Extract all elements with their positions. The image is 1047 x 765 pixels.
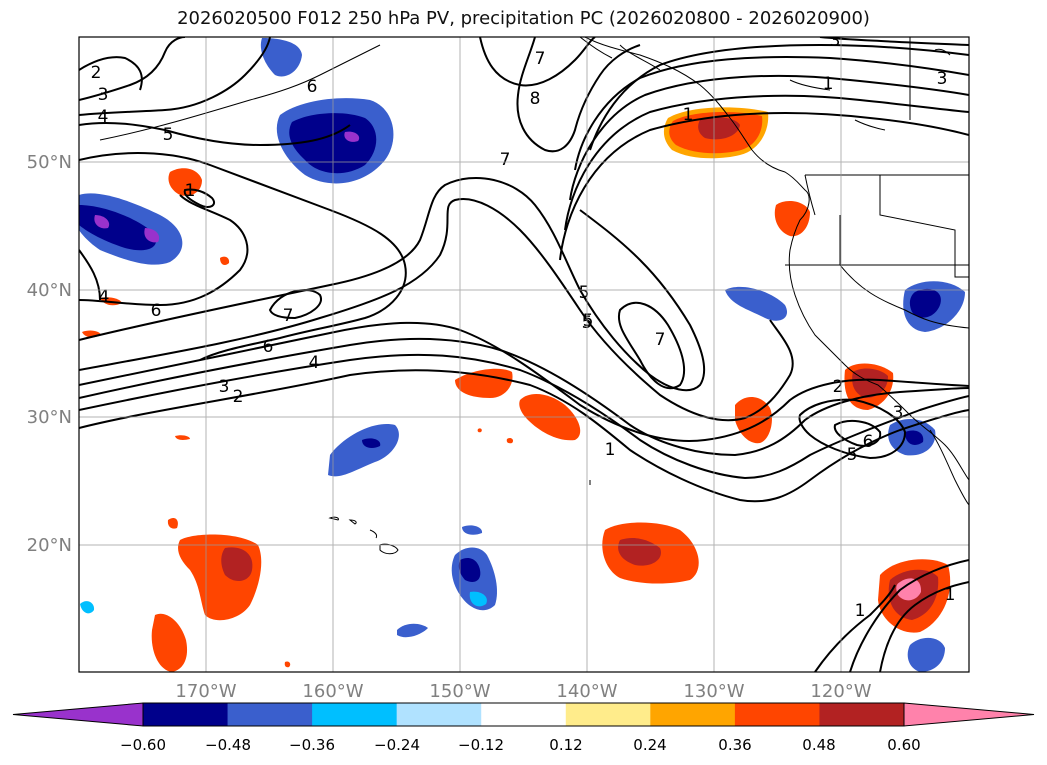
contour-label: 1 <box>855 601 866 621</box>
lat-label: 30°N <box>27 407 72 428</box>
contour-label: 1 <box>823 74 834 94</box>
colorbar-tick-label: −0.24 <box>374 736 420 754</box>
colorbar-boxes <box>12 702 1035 727</box>
contour-label: 2 <box>233 387 244 407</box>
colorbar-extend-left <box>12 702 144 727</box>
contour-label: 4 <box>309 353 320 373</box>
contour-label: 6 <box>307 77 318 97</box>
colorbar-box <box>734 703 820 726</box>
colorbar-tick-label: −0.60 <box>120 736 166 754</box>
colorbar-tick-label: −0.48 <box>205 736 251 754</box>
lon-label: 130°W <box>683 681 744 702</box>
lon-label: 140°W <box>556 681 617 702</box>
contour-label: 6 <box>263 337 274 357</box>
contour-label: 8 <box>530 89 541 109</box>
coastlines <box>99 37 969 555</box>
contour-label: 3 <box>937 69 948 89</box>
contour-label: 5 <box>847 445 858 465</box>
longitude-labels: 170°W 160°W 150°W 140°W 130°W 120°W <box>175 681 871 702</box>
contour-label: 3 <box>893 403 904 423</box>
lat-label: 40°N <box>27 280 72 301</box>
colorbar-tick-label: 0.60 <box>887 736 920 754</box>
map-frame <box>78 36 970 673</box>
lon-label: 120°W <box>810 681 871 702</box>
contour-label: 7 <box>535 49 546 69</box>
contour-label: 6 <box>151 301 162 321</box>
contour-label: 4 <box>98 107 109 127</box>
latitude-labels: 50°N 40°N 30°N 20°N <box>27 152 72 556</box>
colorbar-tick-label: 0.36 <box>718 736 751 754</box>
colorbar-outline <box>142 702 905 727</box>
contour-label: 3 <box>98 85 109 105</box>
colorbar-box <box>481 703 567 726</box>
contour-label: 7 <box>283 306 294 326</box>
colorbar-tick-label: −0.36 <box>289 736 335 754</box>
colorbar-box <box>819 703 905 726</box>
contour-label: 1 <box>945 585 956 605</box>
colorbar-box <box>650 703 736 726</box>
colorbar-tick-label: −0.12 <box>458 736 504 754</box>
contour-label: 3 <box>219 377 230 397</box>
colorbar-tick-label: 0.12 <box>549 736 582 754</box>
contour-label: 5 <box>583 311 594 331</box>
colorbar-box <box>143 703 229 726</box>
contour-label: 7 <box>500 150 511 170</box>
contour-label: 4 <box>99 287 110 307</box>
colorbar-box <box>312 703 398 726</box>
contour-label: 2 <box>91 63 102 83</box>
contour-label: 1 <box>185 181 196 201</box>
colorbar-box <box>565 703 651 726</box>
contour-label: 7 <box>655 330 666 350</box>
contour-label: 5 <box>579 283 590 303</box>
contour-label: 2 <box>833 377 844 397</box>
contour-labels: 2 3 4 5 6 7 8 7 5 7 1 3 1 3 1 2 3 4 5 6 … <box>91 31 956 621</box>
contour-label: 1 <box>605 440 616 460</box>
colorbar: −0.60 −0.48 −0.36 −0.24 −0.12 0.12 0.24 … <box>12 702 1035 754</box>
lon-label: 150°W <box>429 681 490 702</box>
colorbar-tick-label: 0.24 <box>633 736 666 754</box>
contour-label: 3 <box>830 31 841 51</box>
contour-label: 6 <box>863 432 874 452</box>
colorbar-ticks: −0.60 −0.48 −0.36 −0.24 −0.12 0.12 0.24 … <box>120 736 921 754</box>
map-title: 2026020500 F012 250 hPa PV, precipitatio… <box>177 8 870 29</box>
lon-label: 160°W <box>302 681 363 702</box>
colorbar-extend-right <box>903 702 1035 727</box>
colorbar-box <box>396 703 482 726</box>
pv-contours <box>79 37 969 672</box>
contour-label: 1 <box>683 105 694 125</box>
lon-label: 170°W <box>175 681 236 702</box>
lat-label: 20°N <box>27 535 72 556</box>
lat-label: 50°N <box>27 152 72 173</box>
colorbar-tick-label: 0.48 <box>802 736 835 754</box>
contour-label: 5 <box>163 125 174 145</box>
colorbar-box <box>227 703 313 726</box>
gridlines <box>79 37 969 672</box>
